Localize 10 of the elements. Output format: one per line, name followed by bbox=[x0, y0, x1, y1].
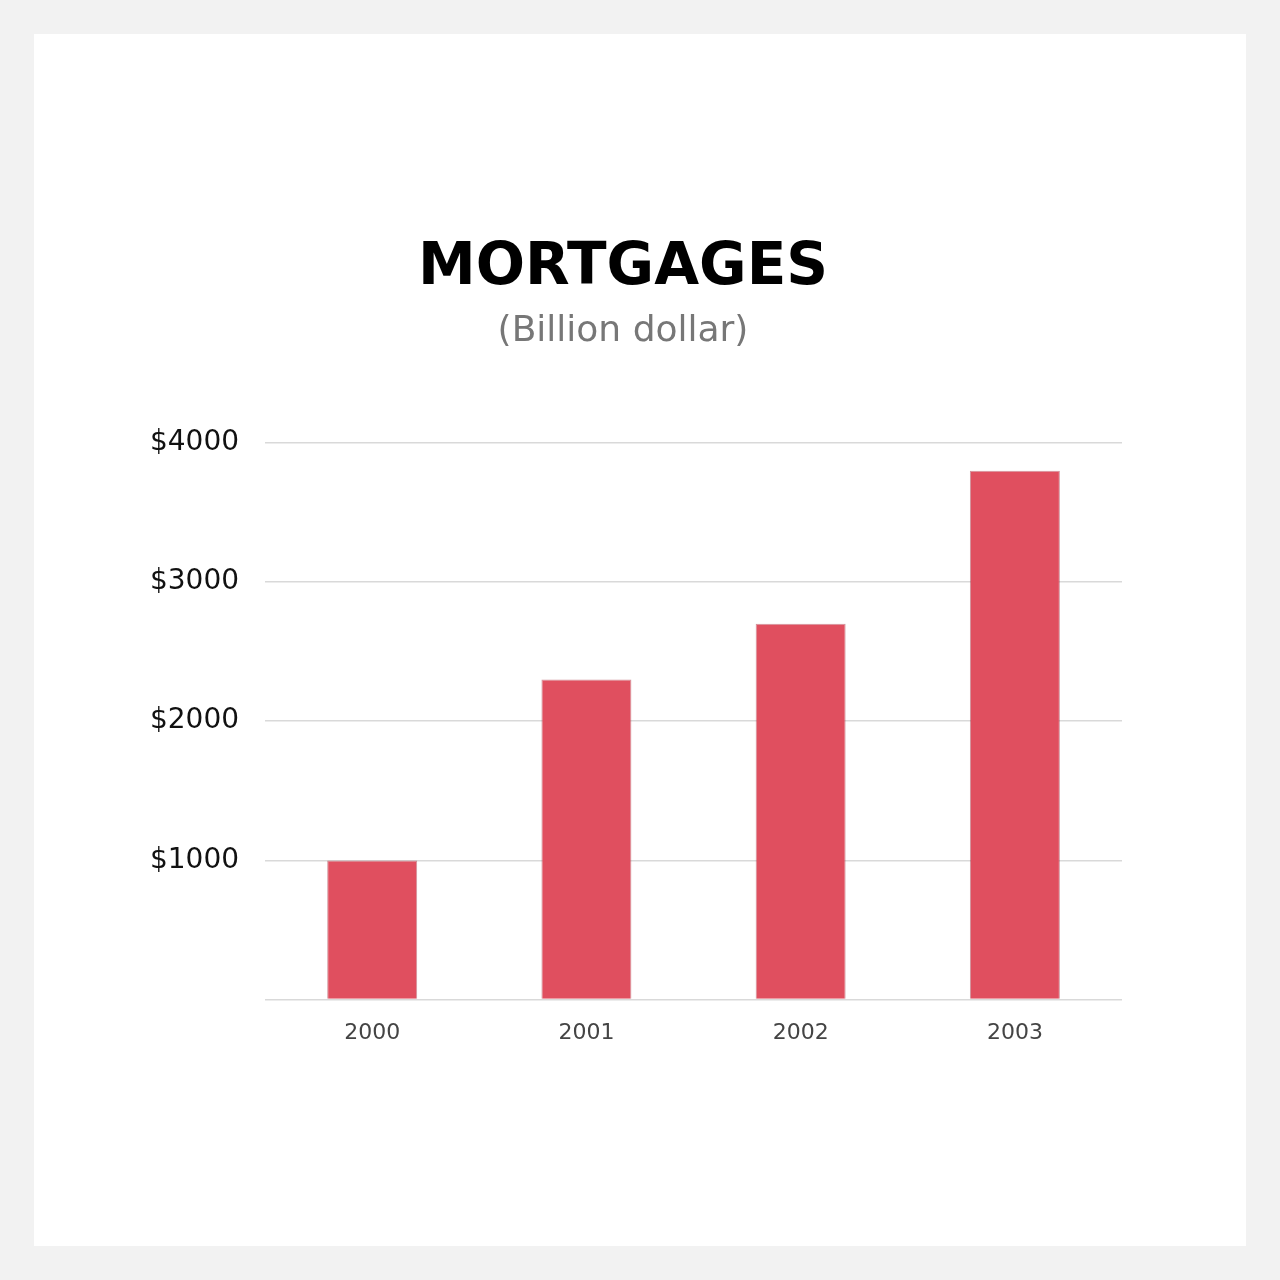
chart-title: MORTGAGES bbox=[417, 229, 829, 298]
x-tick-label: 2002 bbox=[772, 1018, 829, 1044]
x-tick-label: 2001 bbox=[558, 1018, 615, 1044]
y-tick-label: $3000 bbox=[149, 563, 240, 597]
chart-subtitle: (Billion dollar) bbox=[497, 307, 749, 349]
y-tick-label: $2000 bbox=[149, 702, 240, 736]
y-tick-label: $4000 bbox=[149, 424, 240, 458]
y-tick-label: $1000 bbox=[149, 841, 240, 875]
x-tick-label: 2003 bbox=[986, 1018, 1043, 1044]
x-tick-label: 2000 bbox=[344, 1018, 401, 1044]
